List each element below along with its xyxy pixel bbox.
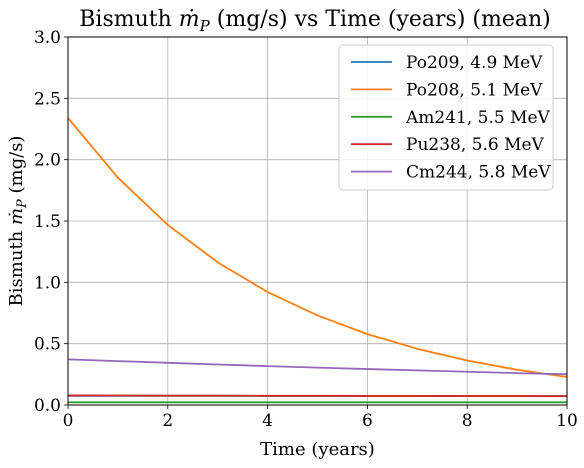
chart-title-symbol: ṁ	[179, 7, 200, 32]
legend-label-po208: Po208, 5.1 MeV	[406, 80, 543, 100]
series-line-po208	[67, 117, 568, 378]
chart-title-suffix: (mg/s) vs Time (years) (mean)	[210, 7, 551, 32]
y-axis-label-symbol: ṁ	[6, 208, 27, 225]
y-axis-label-subscript: P	[15, 199, 30, 209]
y-axis-label-prefix: Bismuth	[6, 225, 27, 306]
x-tick-label: 10	[556, 411, 578, 431]
y-axis-label: Bismuth ṁP (mg/s)	[6, 136, 30, 307]
x-tick-label: 6	[362, 411, 373, 431]
y-tick-label: 0.0	[34, 396, 61, 416]
series-line-pu238	[67, 394, 568, 398]
chart-title: Bismuth ṁP (mg/s) vs Time (years) (mean)	[79, 7, 550, 35]
legend: Po209, 4.9 MeV Po208, 5.1 MeV Am241, 5.5 M…	[338, 44, 554, 191]
legend-label-am241: Am241, 5.5 MeV	[405, 108, 551, 128]
legend-label-po209: Po209, 4.9 MeV	[406, 53, 543, 73]
legend-label-pu238: Pu238, 5.6 MeV	[406, 135, 545, 155]
series-line-cm244	[67, 358, 568, 376]
x-axis-label: Time (years)	[260, 439, 375, 460]
plot-frame	[67, 36, 568, 406]
x-tick-label: 8	[462, 411, 473, 431]
legend-label-cm244: Cm244, 5.8 MeV	[406, 163, 551, 183]
x-tick-label: 4	[262, 411, 273, 431]
chart-title-prefix: Bismuth	[79, 7, 179, 32]
y-tick-label: 0.5	[34, 335, 61, 355]
y-tick-label: 2.0	[34, 151, 61, 171]
series-group	[67, 117, 568, 404]
chart-title-subscript: P	[199, 17, 211, 35]
x-tick-label: 0	[63, 411, 74, 431]
legend-box	[338, 44, 554, 191]
legend-items: Po209, 4.9 MeV Po208, 5.1 MeV Am241, 5.5 M…	[351, 53, 551, 183]
tick-labels: 0 2 4 6 8 10 0.0 0.5 1.0 1.5 2.0 2.5 3.0	[34, 28, 578, 431]
y-tick-label: 2.5	[34, 89, 61, 109]
axis-ticks	[64, 36, 568, 409]
y-tick-label: 1.5	[34, 212, 61, 232]
y-tick-label: 3.0	[34, 28, 61, 48]
x-tick-label: 2	[162, 411, 173, 431]
y-axis-label-suffix: (mg/s)	[6, 136, 27, 200]
y-tick-label: 1.0	[34, 273, 61, 293]
